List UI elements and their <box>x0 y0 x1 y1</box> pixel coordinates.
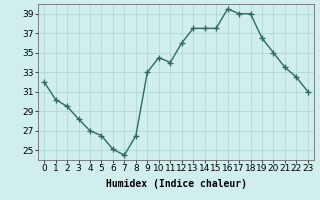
X-axis label: Humidex (Indice chaleur): Humidex (Indice chaleur) <box>106 179 246 189</box>
